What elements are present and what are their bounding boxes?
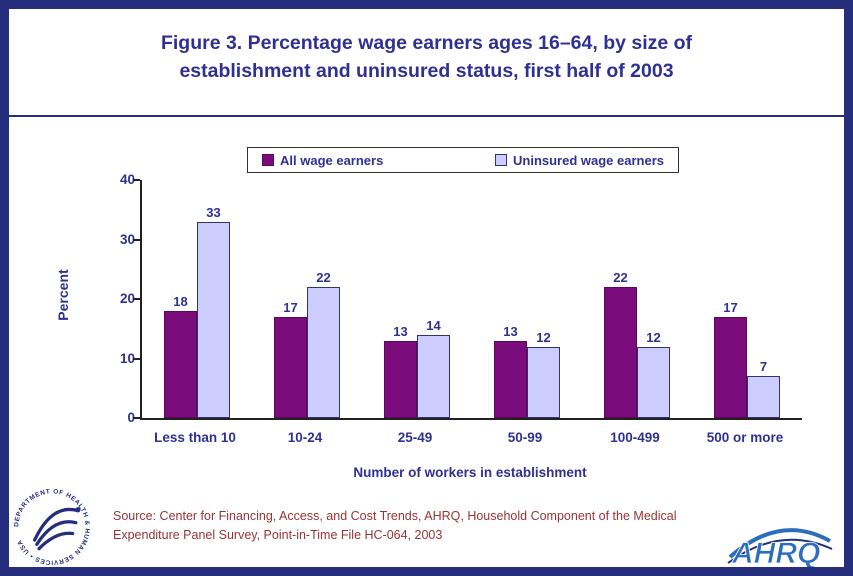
y-tick-mark (133, 238, 140, 241)
bar-group: 18 33 (142, 180, 252, 418)
bar (604, 287, 637, 418)
bar (164, 310, 197, 418)
category-label: 25-49 (397, 430, 433, 445)
y-tick-label: 20 (119, 291, 135, 306)
bar-value-label: 18 (173, 293, 188, 309)
hhs-eagle-icon (33, 507, 81, 551)
bar-column: 22 (604, 270, 637, 418)
ahrq-logo: AHRQ (727, 528, 833, 569)
bar-group: 17 22 (252, 180, 362, 418)
bar-column: 12 (637, 330, 670, 418)
category-label: 50-99 (507, 430, 543, 445)
bar (527, 346, 560, 418)
y-tick-mark (133, 298, 140, 300)
bar-value-label: 12 (646, 329, 661, 345)
category-label: 100-499 (610, 430, 660, 445)
y-axis: 0 10 20 30 40 (97, 172, 135, 425)
bar (714, 316, 747, 418)
bar-value-label: 13 (503, 323, 518, 339)
y-tick-mark (133, 417, 140, 419)
bar-value-label: 17 (283, 299, 298, 315)
bar-column: 13 (384, 324, 417, 418)
plot-area: 18 33 17 22 13 14 13 12 22 12 17 7 (133, 179, 802, 420)
bar (747, 376, 780, 418)
bar-column: 22 (307, 270, 340, 418)
y-tick-mark (133, 357, 140, 360)
y-axis-title: Percent (55, 269, 71, 321)
y-tick-label: 0 (127, 410, 135, 425)
bar-column: 7 (747, 359, 780, 418)
bar-value-label: 33 (206, 204, 221, 220)
bar-value-label: 22 (613, 270, 628, 286)
y-tick-label: 10 (119, 350, 135, 366)
bar-value-label: 7 (759, 359, 768, 375)
category-label: 10-24 (287, 430, 323, 445)
bar-value-label: 22 (316, 270, 331, 286)
bar-column: 12 (527, 330, 560, 418)
source-note: Source: Center for Financing, Access, an… (113, 509, 677, 543)
legend-swatch-icon (262, 154, 274, 166)
bar-column: 18 (164, 294, 197, 418)
ahrq-swoosh2-icon (727, 538, 833, 564)
page-title: Figure 3. Percentage wage earners ages 1… (9, 29, 844, 86)
bar (197, 221, 230, 418)
legend-swatch-icon (495, 154, 507, 166)
bar-group: 13 12 (472, 180, 582, 418)
title-divider (9, 115, 844, 117)
bar-group: 22 12 (582, 180, 692, 418)
bar-value-label: 12 (536, 329, 551, 345)
bar-value-label: 14 (426, 317, 441, 333)
legend-item: Uninsured wage earners (495, 153, 664, 168)
bar (384, 340, 417, 418)
bar-column: 33 (197, 205, 230, 418)
category-label: 500 or more (706, 430, 784, 445)
page-title-text: Figure 3. Percentage wage earners ages 1… (160, 32, 693, 83)
category-labels: Less than 10 10-24 25-49 50-99 100-499 500 or… (140, 430, 800, 445)
bar (494, 340, 527, 418)
y-tick-mark (133, 179, 140, 181)
legend-label: Uninsured wage earners (513, 152, 664, 168)
bar (417, 334, 450, 418)
hhs-logo: DEPARTMENT OF HEALTH & HUMAN SERVICES • … (13, 488, 90, 565)
ahrq-swoosh-icon (728, 528, 831, 559)
bar (637, 346, 670, 418)
bar-column: 14 (417, 318, 450, 418)
bar-column: 13 (494, 324, 527, 418)
y-tick-label: 30 (119, 231, 135, 247)
legend: All wage earners Uninsured wage earners (247, 147, 679, 173)
bar-column: 17 (714, 300, 747, 418)
bar-group: 17 7 (692, 180, 802, 418)
bar-value-label: 17 (723, 299, 738, 315)
category-label: Less than 10 (154, 430, 236, 445)
bar-value-label: 13 (393, 323, 408, 339)
bar (274, 316, 307, 418)
legend-label: All wage earners (280, 152, 384, 168)
bar (307, 287, 340, 418)
x-axis-title: Number of workers in establishment (353, 465, 587, 480)
y-tick-label: 40 (119, 172, 135, 187)
bar-column: 17 (274, 300, 307, 418)
ahrq-logo-text: AHRQ (731, 537, 820, 569)
legend-item: All wage earners (262, 153, 383, 168)
slide-content: Figure 3. Percentage wage earners ages 1… (9, 9, 844, 567)
bar-group: 13 14 (362, 180, 472, 418)
